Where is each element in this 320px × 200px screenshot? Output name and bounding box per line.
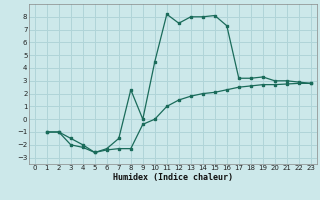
X-axis label: Humidex (Indice chaleur): Humidex (Indice chaleur)	[113, 173, 233, 182]
